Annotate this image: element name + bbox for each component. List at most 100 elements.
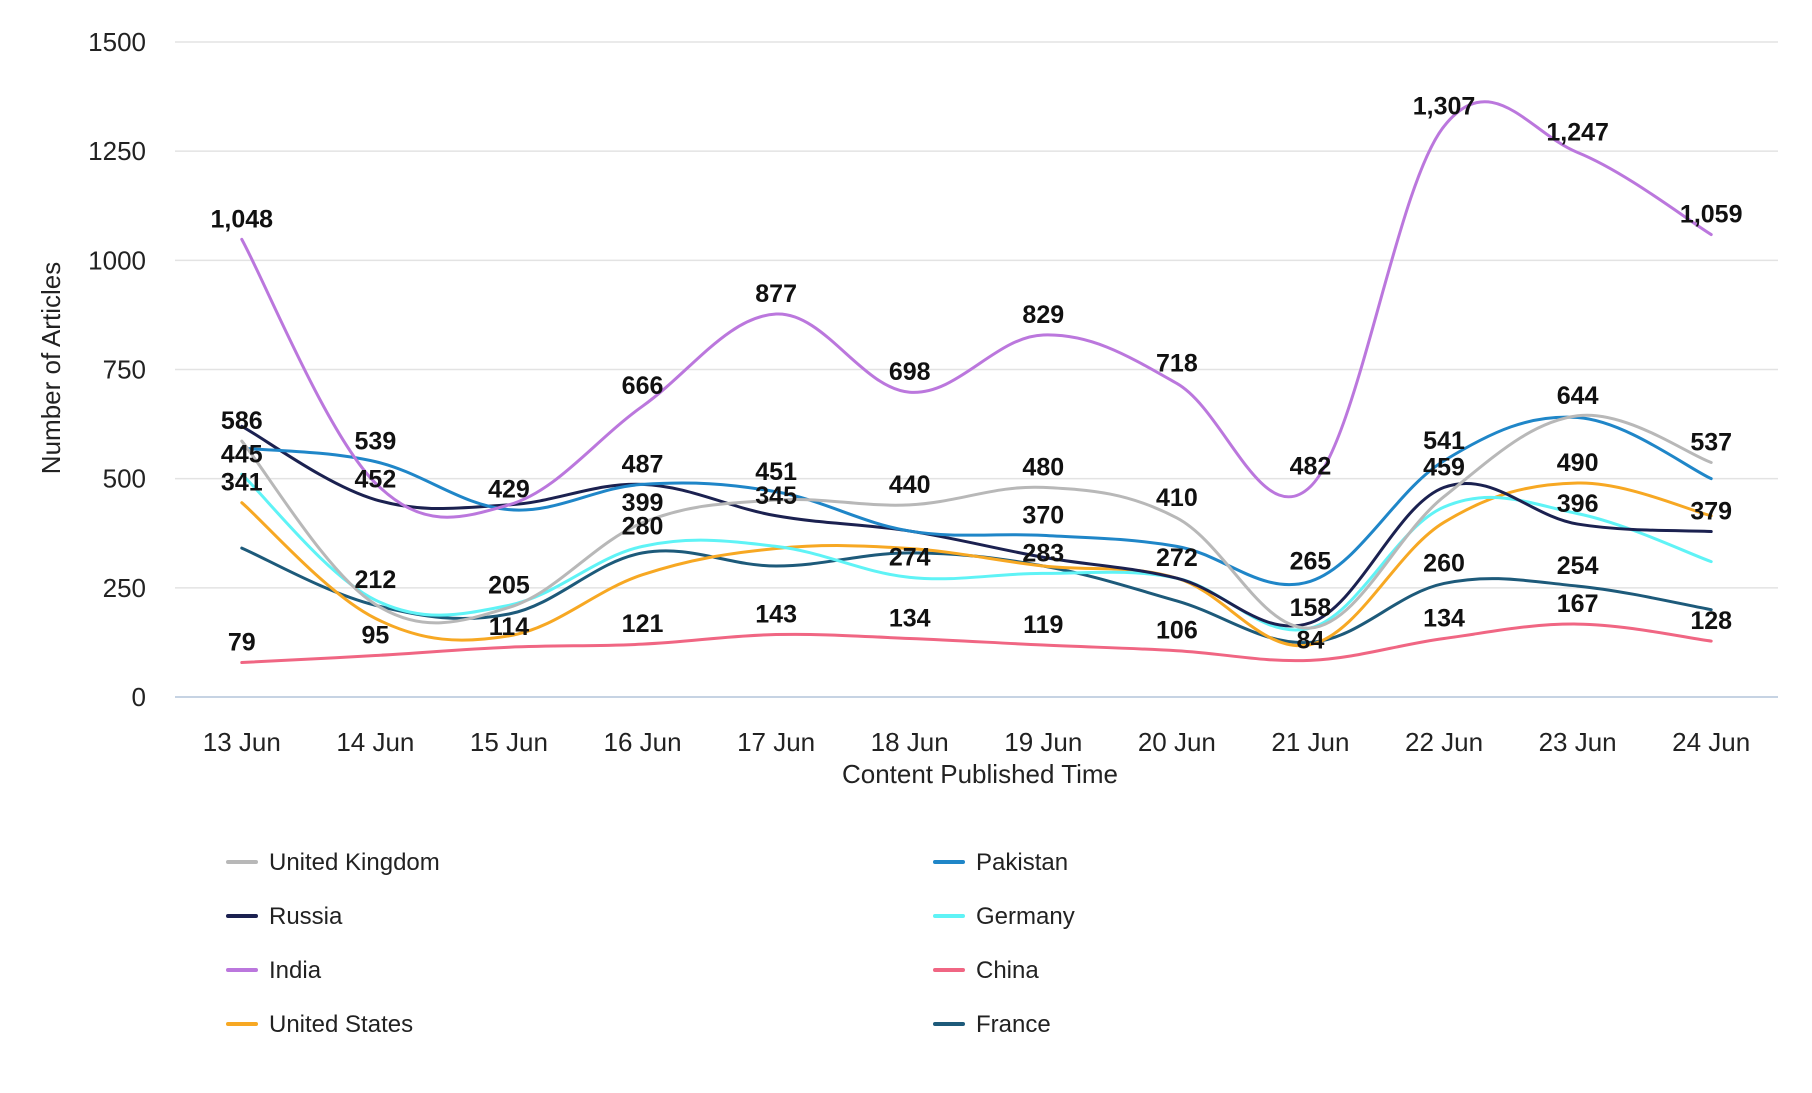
data-label: 345 [755, 482, 797, 510]
x-tick-label: 15 Jun [470, 727, 548, 757]
data-label: 379 [1690, 498, 1732, 526]
y-axis-title: Number of Articles [36, 262, 66, 474]
data-label: 134 [1423, 604, 1465, 632]
data-label: 167 [1557, 590, 1599, 618]
data-label: 119 [1023, 611, 1063, 639]
data-label: 84 [1297, 626, 1325, 654]
legend-item: Germany [933, 903, 1075, 930]
y-tick-label: 0 [132, 682, 146, 712]
y-tick-label: 1500 [88, 27, 146, 57]
legend-label: France [976, 1011, 1051, 1038]
data-label: 482 [1290, 453, 1332, 481]
series-line-united-kingdom [240, 413, 1713, 630]
legend-item: China [933, 957, 1039, 984]
data-label: 396 [1557, 490, 1599, 518]
data-label: 205 [488, 571, 530, 599]
data-label: 539 [355, 428, 397, 456]
legend-item: France [933, 1011, 1051, 1038]
legend-label: China [976, 957, 1039, 984]
data-label: 341 [221, 469, 263, 497]
data-label: 106 [1156, 617, 1198, 645]
data-label: 452 [355, 466, 397, 494]
data-label: 283 [1022, 539, 1064, 567]
x-axis-ticks: 13 Jun 14 Jun 15 Jun 16 Jun 17 Jun 18 Jun 19 J… [203, 727, 1750, 757]
y-tick-label: 250 [103, 573, 146, 603]
legend-label: India [269, 957, 322, 984]
data-label: 260 [1423, 549, 1465, 577]
data-label: 480 [1022, 453, 1064, 481]
data-label: 487 [622, 450, 664, 478]
y-tick-label: 750 [103, 355, 146, 385]
legend-label: United Kingdom [269, 849, 440, 876]
data-label: 1,048 [211, 205, 274, 233]
y-tick-label: 1000 [88, 245, 146, 275]
x-tick-label: 23 Jun [1539, 727, 1617, 757]
data-label: 445 [221, 440, 263, 468]
series-lines [240, 100, 1713, 665]
data-label: 459 [1423, 453, 1465, 481]
series-line-russia [240, 424, 1713, 628]
y-tick-label: 500 [103, 464, 146, 494]
data-label: 490 [1557, 449, 1599, 477]
data-label: 95 [361, 622, 389, 650]
series-line-united-states [240, 481, 1713, 648]
data-label: 274 [889, 543, 931, 571]
data-label: 143 [755, 601, 797, 629]
data-label: 451 [755, 458, 797, 486]
y-tick-label: 1250 [88, 136, 146, 166]
legend-label: United States [269, 1011, 413, 1038]
series-line-germany [240, 472, 1713, 632]
data-label: 410 [1156, 484, 1198, 512]
x-tick-label: 24 Jun [1672, 727, 1750, 757]
series-line-china [240, 622, 1713, 665]
x-axis-title: Content Published Time [842, 759, 1118, 789]
data-label: 541 [1423, 427, 1465, 455]
data-label: 128 [1690, 607, 1732, 635]
legend-item: Pakistan [933, 849, 1068, 876]
data-label: 718 [1156, 349, 1198, 377]
legend-item: Russia [226, 903, 343, 930]
legend-item: United States [226, 1011, 413, 1038]
data-label: 877 [755, 280, 797, 308]
series-line-india [240, 100, 1713, 519]
data-label: 586 [221, 407, 263, 435]
x-tick-label: 16 Jun [604, 727, 682, 757]
data-label: 1,307 [1413, 92, 1476, 120]
data-label: 1,059 [1680, 201, 1743, 229]
legend: United Kingdom Pakistan Russia Germany India… [226, 849, 1075, 1038]
data-label: 698 [889, 358, 931, 386]
data-label: 829 [1022, 301, 1064, 329]
legend-label: Pakistan [976, 849, 1068, 876]
series-line-france [240, 546, 1713, 645]
legend-item: United Kingdom [226, 849, 440, 876]
x-tick-label: 17 Jun [737, 727, 815, 757]
x-tick-label: 21 Jun [1271, 727, 1349, 757]
data-label: 399 [622, 489, 664, 517]
data-label: 158 [1290, 594, 1332, 622]
y-axis-ticks: 0 250 500 750 1000 1250 1500 [88, 27, 146, 712]
data-label: 272 [1156, 544, 1198, 572]
data-label: 134 [889, 604, 931, 632]
data-label: 121 [622, 610, 664, 638]
data-labels: 1,048 666 877 698 829 718 482 1,307 1,247 1,059 58… [211, 92, 1743, 656]
x-tick-label: 22 Jun [1405, 727, 1483, 757]
series-line-pakistan [240, 415, 1713, 587]
data-label: 1,247 [1546, 118, 1609, 146]
x-tick-label: 20 Jun [1138, 727, 1216, 757]
data-label: 254 [1557, 552, 1599, 580]
data-label: 114 [489, 613, 529, 641]
data-label: 429 [488, 476, 530, 504]
data-label: 644 [1557, 382, 1599, 410]
data-label: 265 [1290, 547, 1332, 575]
data-label: 212 [355, 566, 397, 594]
x-tick-label: 13 Jun [203, 727, 281, 757]
data-label: 280 [622, 512, 664, 540]
gridlines [175, 41, 1778, 698]
x-tick-label: 14 Jun [336, 727, 414, 757]
x-tick-label: 19 Jun [1004, 727, 1082, 757]
data-label: 370 [1022, 501, 1064, 529]
data-label: 440 [889, 471, 931, 499]
legend-label: Russia [269, 903, 343, 930]
